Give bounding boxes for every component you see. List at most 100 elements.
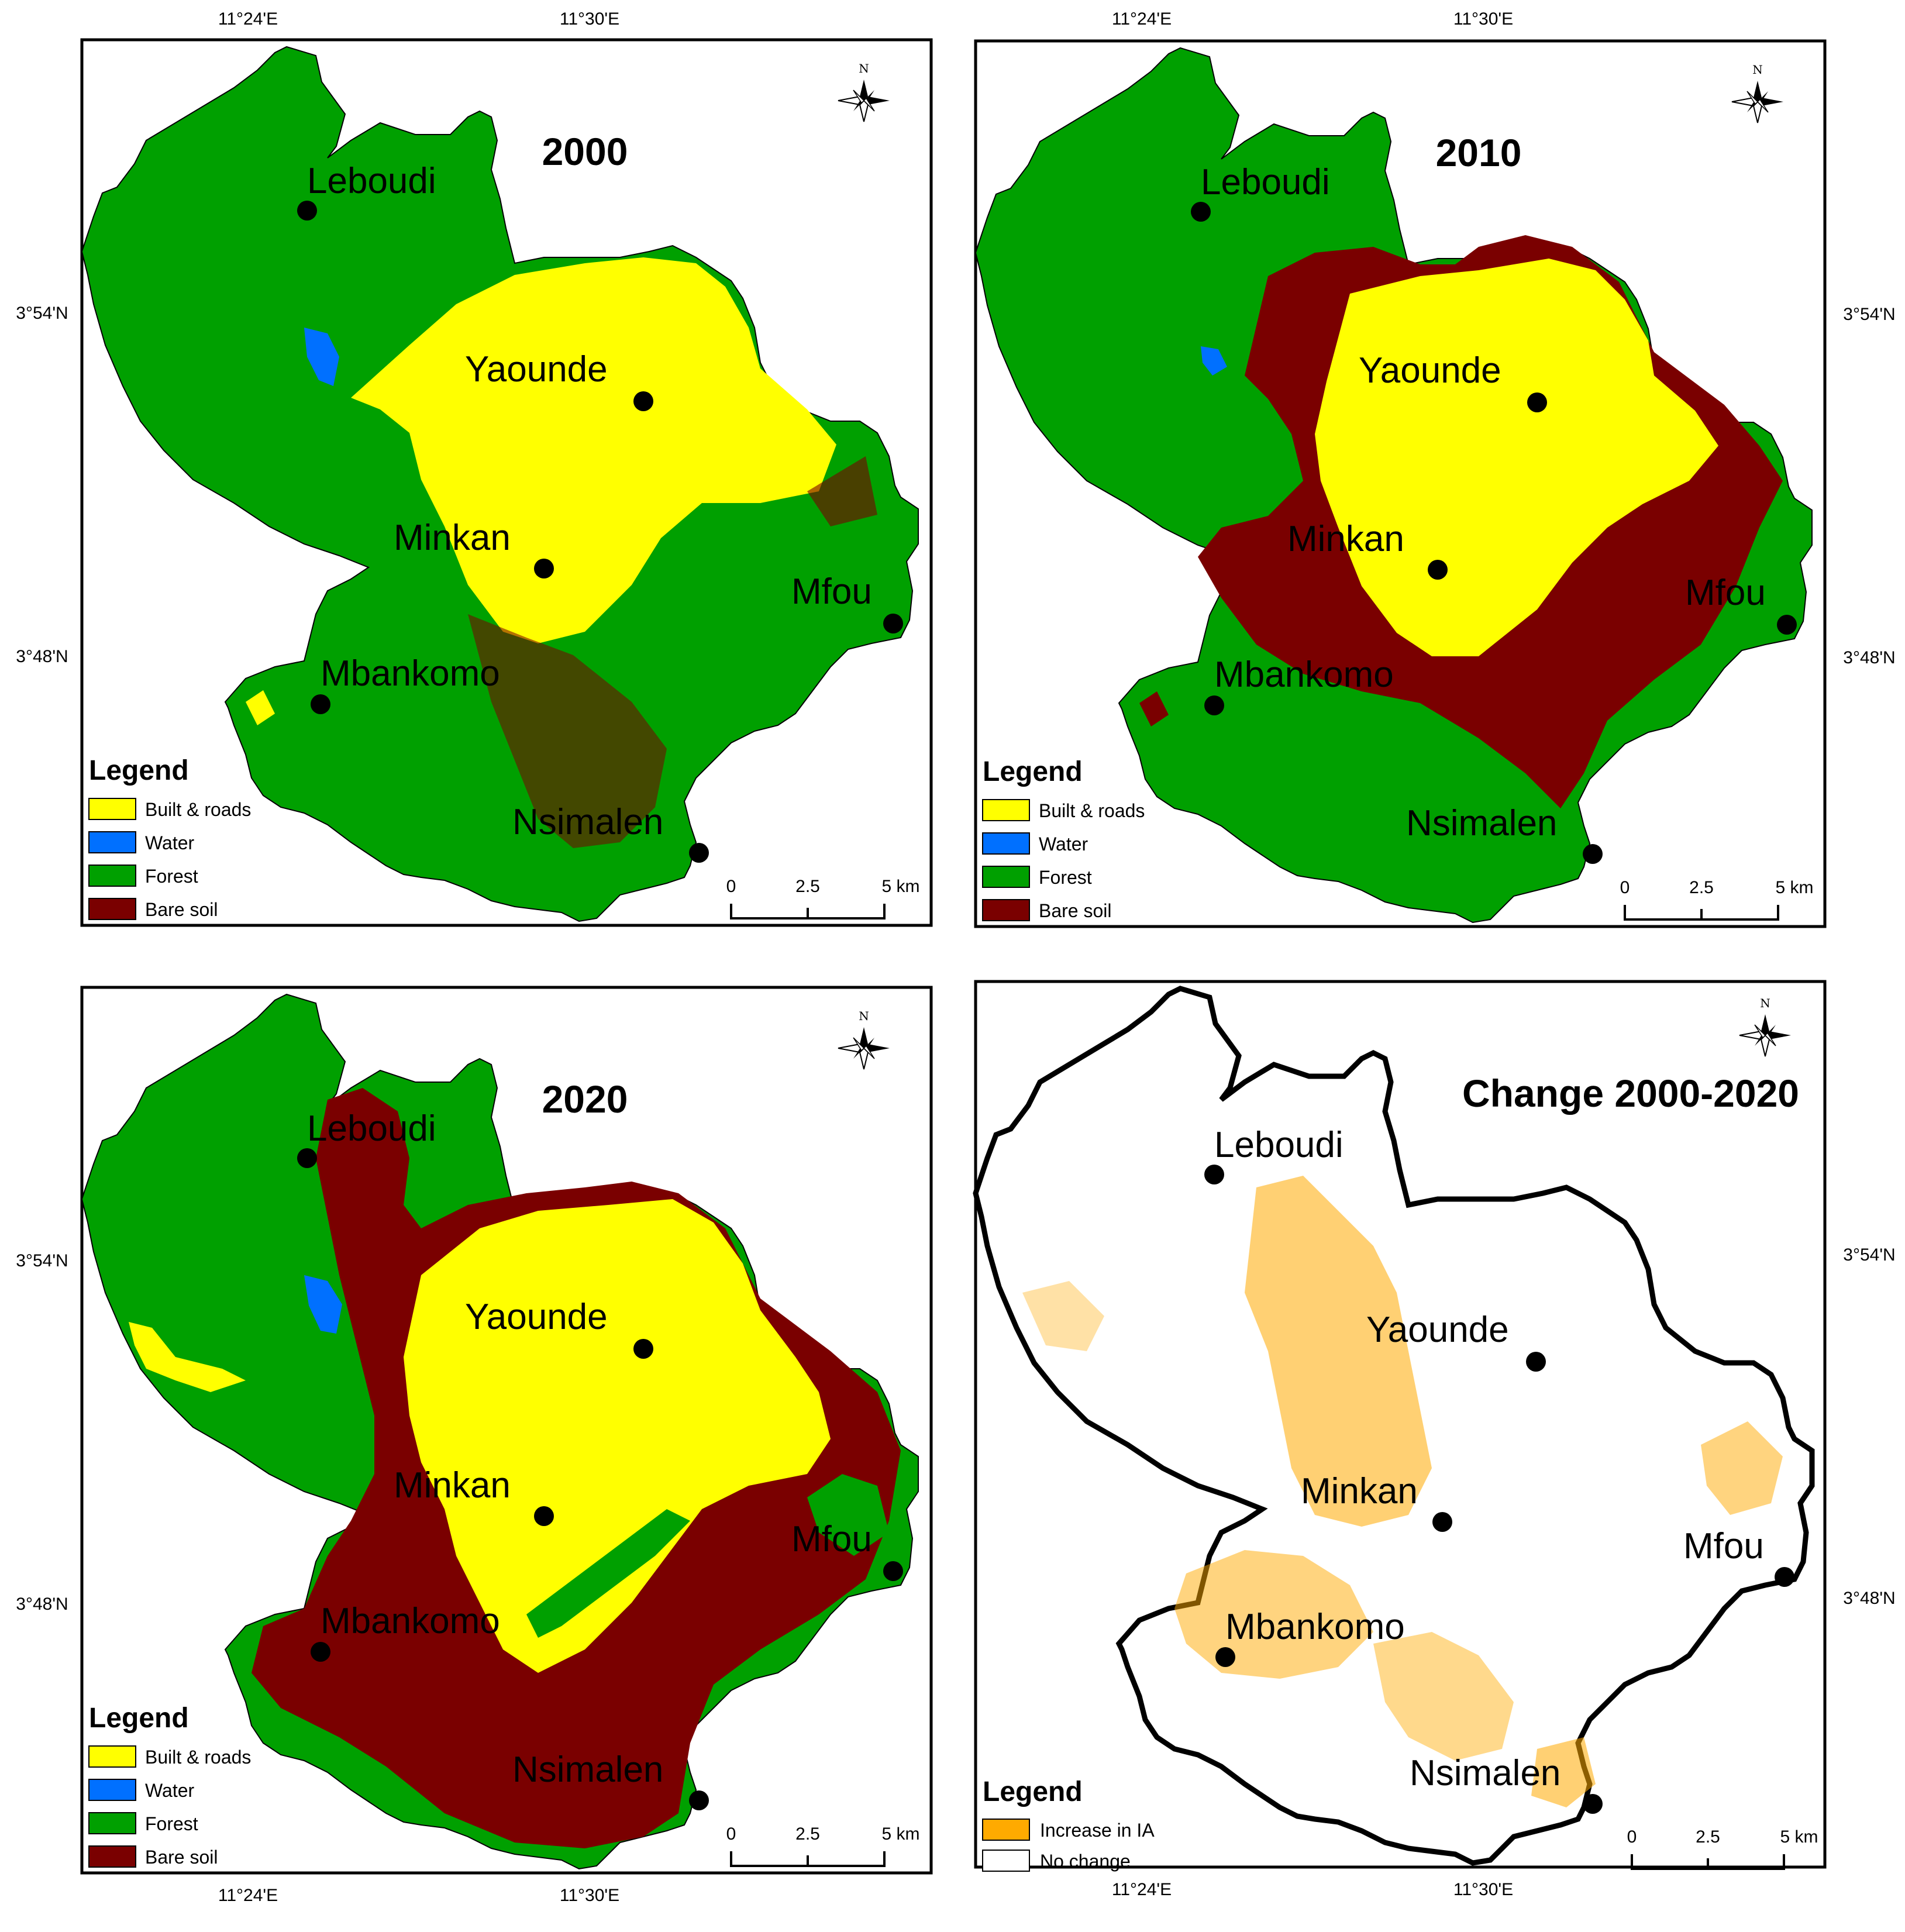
legend-label: Built & roads <box>145 799 251 820</box>
longitude-label: 11°24'E <box>218 9 278 29</box>
legend: Legend Built & roads Water Forest Bare s… <box>88 755 251 920</box>
city-label-mfou: Mfou <box>1683 1526 1764 1566</box>
scale-label: 2.5 <box>1689 878 1714 897</box>
forest-patch <box>807 1474 889 1556</box>
city-label-minkan: Minkan <box>1287 519 1404 559</box>
legend: Legend Increase in IA No change <box>982 1776 1155 1872</box>
legend-title: Legend <box>89 755 189 786</box>
map-panel-2020: 11°24'E 11°30'E 3°54'N 3°48'N 2020 N Leb… <box>16 986 933 1905</box>
legend-swatch <box>982 1850 1030 1872</box>
city-label-yaounde: Yaounde <box>1366 1310 1509 1350</box>
city-marker <box>1583 1794 1603 1814</box>
city-label-mbankomo: Mbankomo <box>1225 1607 1405 1647</box>
map-title: 2010 <box>1436 131 1522 174</box>
change-area <box>1373 1632 1514 1761</box>
longitude-label: 11°30'E <box>560 1886 619 1905</box>
city-marker <box>689 1790 709 1810</box>
legend-swatch <box>88 865 136 887</box>
latitude-label: 3°48'N <box>16 1594 68 1614</box>
legend: Legend Built & roads Water Forest Bare s… <box>982 756 1145 921</box>
built-area <box>1315 259 1718 656</box>
legend-swatch <box>982 866 1030 888</box>
forest-strip <box>526 1509 690 1638</box>
legend-label: Water <box>145 832 195 853</box>
north-arrow-icon: N <box>838 1009 890 1070</box>
scale-label: 5 km <box>881 1824 919 1844</box>
change-area <box>1174 1550 1373 1679</box>
longitude-label: 11°24'E <box>218 1886 278 1905</box>
legend-label: Bare soil <box>1039 900 1112 921</box>
legend-label: Bare soil <box>145 899 218 920</box>
legend-label: Water <box>145 1780 195 1801</box>
legend-swatch <box>88 898 136 920</box>
built-patch <box>129 1322 246 1392</box>
city-marker <box>1777 615 1797 635</box>
legend: Legend Built & roads Water Forest Bare s… <box>88 1703 251 1868</box>
scale-label: 0 <box>726 1824 736 1844</box>
city-marker <box>1775 1567 1794 1587</box>
city-marker <box>883 1561 903 1581</box>
city-marker <box>1527 392 1547 412</box>
latitude-label: 3°48'N <box>1843 648 1895 667</box>
city-marker <box>297 1148 317 1168</box>
legend-label: No change <box>1040 1851 1131 1872</box>
water-body <box>1201 346 1227 376</box>
scale-label: 5 km <box>1775 878 1813 897</box>
scale-label: 2.5 <box>1696 1827 1720 1847</box>
legend-swatch <box>88 798 136 820</box>
water-body <box>304 1275 342 1334</box>
city-label-mfou: Mfou <box>1685 573 1766 613</box>
legend-swatch <box>982 1819 1030 1841</box>
bare-soil-patch <box>1139 691 1169 726</box>
legend-label: Built & roads <box>1039 800 1145 821</box>
city-marker <box>1204 1165 1224 1184</box>
city-label-nsimalen: Nsimalen <box>512 1750 663 1790</box>
city-marker <box>1191 202 1211 222</box>
scale-label: 2.5 <box>795 877 820 896</box>
city-label-mfou: Mfou <box>791 1519 872 1559</box>
map-title: 2020 <box>542 1077 628 1121</box>
legend-label: Bare soil <box>145 1847 218 1868</box>
longitude-label: 11°30'E <box>560 9 619 29</box>
scale-label: 5 km <box>1780 1827 1818 1847</box>
north-arrow-icon: N <box>1739 996 1792 1057</box>
latitude-label: 3°48'N <box>1843 1589 1895 1608</box>
legend-title: Legend <box>89 1703 189 1734</box>
city-marker <box>633 391 653 411</box>
legend-swatch <box>88 1779 136 1801</box>
map-panel-2010: 11°24'E 11°30'E 3°54'N 3°48'N 2010 N Leb… <box>974 9 1896 928</box>
longitude-label: 11°30'E <box>1453 1880 1513 1899</box>
legend-label: Forest <box>1039 867 1092 888</box>
bare-soil-area <box>807 456 877 526</box>
north-arrow-icon: N <box>1731 63 1784 123</box>
city-label-mfou: Mfou <box>791 571 872 612</box>
city-label-mbankomo: Mbankomo <box>321 1601 500 1641</box>
city-marker <box>534 559 554 578</box>
latitude-label: 3°54'N <box>16 1251 68 1270</box>
scale-bar: 0 2.5 5 km <box>726 877 920 919</box>
city-label-nsimalen: Nsimalen <box>1406 803 1557 843</box>
legend-swatch <box>88 1745 136 1768</box>
city-label-mbankomo: Mbankomo <box>321 653 500 694</box>
latitude-label: 3°54'N <box>1843 305 1895 324</box>
north-label: N <box>1752 63 1763 77</box>
scale-label: 2.5 <box>795 1824 820 1844</box>
latitude-label: 3°48'N <box>16 647 68 666</box>
legend-title: Legend <box>983 1776 1083 1807</box>
legend-swatch <box>88 831 136 853</box>
built-patch <box>246 690 275 725</box>
latitude-label: 3°54'N <box>16 304 68 323</box>
city-marker <box>534 1506 554 1526</box>
change-area <box>1022 1281 1104 1351</box>
north-arrow-icon: N <box>838 61 890 122</box>
scale-label: 0 <box>1627 1827 1637 1847</box>
city-label-yaounde: Yaounde <box>465 1297 608 1337</box>
legend-label: Forest <box>145 1813 198 1834</box>
legend-label: Forest <box>145 866 198 887</box>
city-marker <box>883 614 903 633</box>
city-marker <box>1526 1352 1546 1372</box>
north-label: N <box>1760 996 1770 1010</box>
city-label-yaounde: Yaounde <box>465 349 608 390</box>
city-label-leboudi: Leboudi <box>1201 162 1330 202</box>
